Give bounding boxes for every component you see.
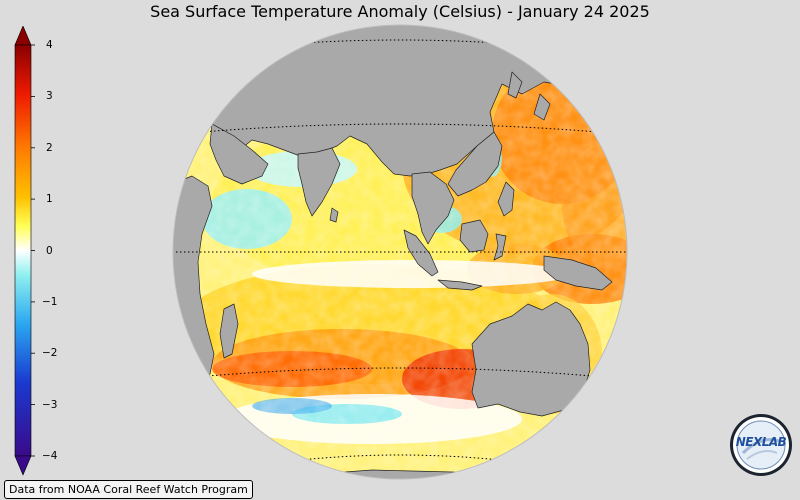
colorbar-tick-label: −1: [42, 295, 58, 308]
colorbar-tick-label: −4: [42, 450, 58, 462]
colorbar-min-arrow: [14, 455, 32, 476]
colorbar-tick-label: 0: [46, 244, 53, 257]
colorbar-max-arrow: [14, 25, 32, 46]
colorbar-tick-label: −3: [42, 398, 58, 411]
colorbar: 4 3 2 1 0 −1 −2 −3 −4: [6, 25, 58, 476]
colorbar-tick-label: −2: [42, 347, 58, 360]
map-title: Sea Surface Temperature Anomaly (Celsius…: [150, 2, 650, 21]
data-credit-label: Data from NOAA Coral Reef Watch Program: [4, 480, 253, 499]
colorbar-tick-label: 3: [46, 90, 53, 103]
logo-text: NEXLAB: [735, 435, 787, 449]
globe-map: [172, 24, 628, 480]
nexlab-logo-icon[interactable]: NEXLAB: [729, 413, 793, 477]
colorbar-gradient: [14, 44, 32, 457]
colorbar-tick-label: 2: [46, 141, 53, 154]
colorbar-tick-label: 1: [46, 193, 53, 206]
colorbar-tick-label: 4: [46, 39, 53, 51]
